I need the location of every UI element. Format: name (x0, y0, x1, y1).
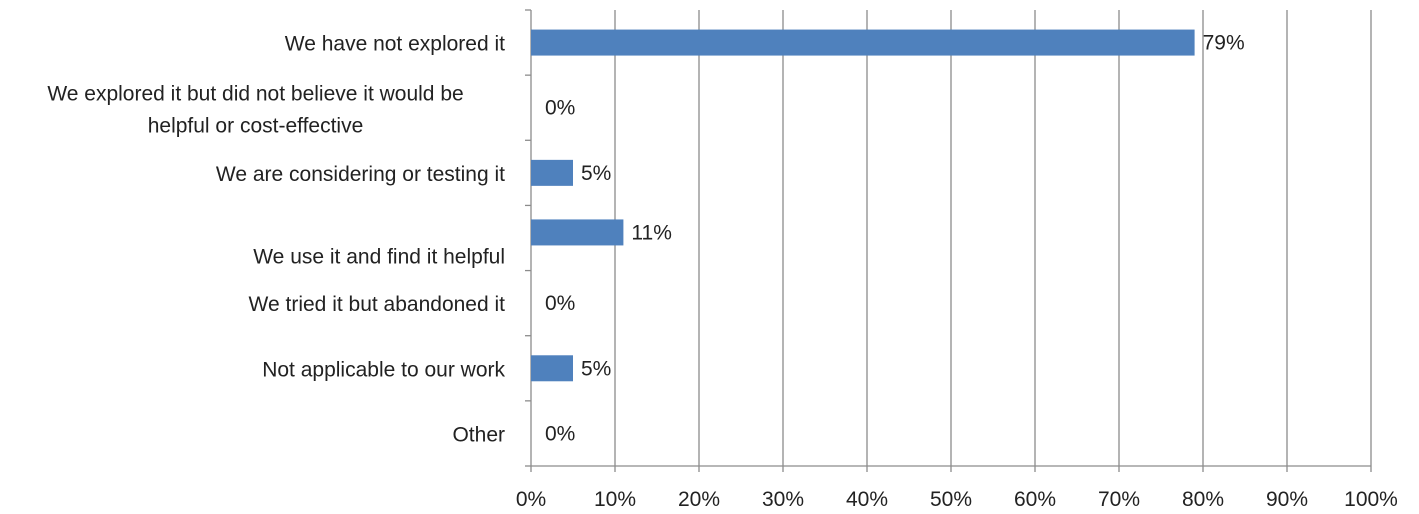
category-label-line: We explored it but did not believe it wo… (47, 83, 463, 106)
category-label: We are considering or testing it (216, 163, 505, 186)
bar-5 (531, 355, 573, 382)
bar-2 (531, 159, 573, 186)
category-label: Other (452, 423, 505, 446)
x-tick-label: 60% (1014, 488, 1056, 511)
bar-0 (531, 29, 1195, 56)
category-label: We tried it but abandoned it (249, 293, 506, 316)
value-label: 0% (545, 292, 575, 315)
x-tick-label: 80% (1182, 488, 1224, 511)
x-tick-label: 50% (930, 488, 972, 511)
category-label: Not applicable to our work (262, 358, 505, 381)
x-tick-label: 0% (516, 488, 546, 511)
bars (531, 29, 1195, 382)
value-label: 0% (545, 422, 575, 445)
category-label-line: helpful or cost-effective (148, 115, 364, 138)
labels: 0% 10% 20% 30% 40% 50% 60% 70% 80% 90% 100% 79% We h… (47, 32, 1398, 511)
bar-3 (531, 219, 624, 246)
category-label: We explored it but did not believe it wo… (47, 83, 463, 138)
value-label: 5% (581, 357, 611, 380)
category-label: We use it and find it helpful (253, 245, 505, 268)
value-label: 5% (581, 162, 611, 185)
gridlines (614, 10, 1372, 466)
category-label: We have not explored it (285, 33, 505, 56)
value-label: 11% (631, 221, 671, 244)
x-tick-label: 70% (1098, 488, 1140, 511)
x-tick-label: 20% (678, 488, 720, 511)
x-tick-label: 90% (1266, 488, 1308, 511)
x-tick-label: 30% (762, 488, 804, 511)
x-tick-label: 40% (846, 488, 888, 511)
value-label: 0% (545, 97, 575, 120)
x-tick-label: 100% (1344, 488, 1398, 511)
value-label: 79% (1203, 32, 1245, 55)
x-tick-label: 10% (594, 488, 636, 511)
